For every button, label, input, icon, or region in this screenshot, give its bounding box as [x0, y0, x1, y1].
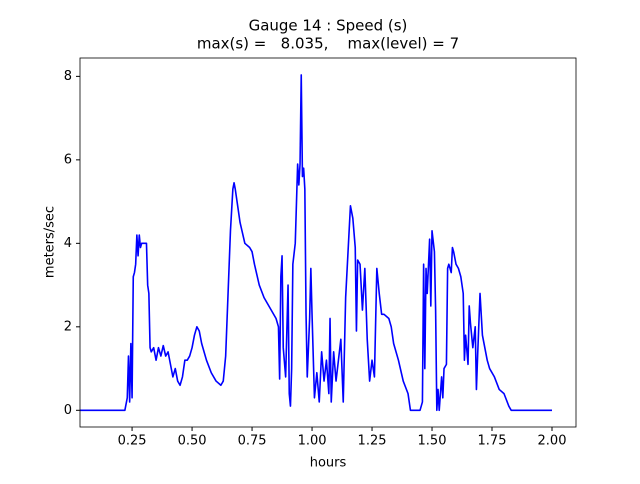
x-tick-label: 1.00: [298, 434, 327, 449]
y-tick-label: 4: [64, 236, 72, 251]
x-tick-label: 1.25: [358, 434, 387, 449]
y-tick-label: 8: [64, 69, 72, 84]
x-axis-label: hours: [310, 456, 347, 471]
x-tick-label: 0.75: [238, 434, 267, 449]
data-line: [80, 74, 552, 412]
x-tick-label: 1.75: [478, 434, 507, 449]
y-tick-label: 2: [64, 319, 72, 334]
x-tick-label: 0.25: [118, 434, 147, 449]
y-tick-label: 6: [64, 152, 72, 167]
x-tick-label: 2.00: [538, 434, 567, 449]
chart-subtitle: max(s) = 8.035, max(level) = 7: [197, 35, 459, 53]
plot-frame: [79, 57, 577, 428]
y-axis-label: meters/sec: [43, 206, 58, 278]
y-tick-label: 0: [64, 403, 72, 418]
x-tick-label: 0.50: [178, 434, 207, 449]
x-tick-label: 1.50: [418, 434, 447, 449]
chart-title: Gauge 14 : Speed (s): [249, 17, 408, 35]
